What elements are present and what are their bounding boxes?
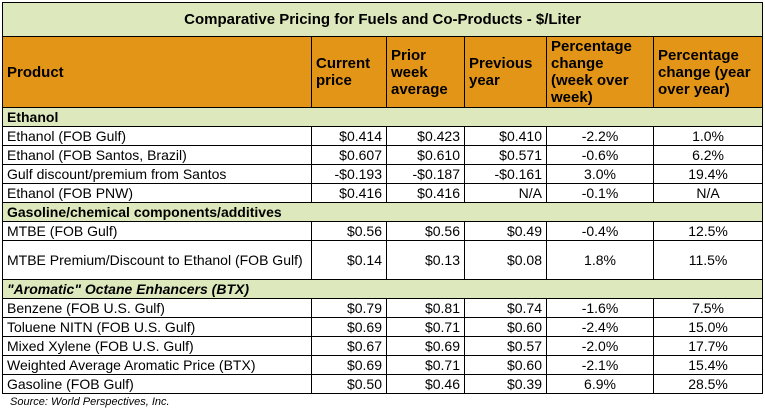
column-header: Prior week average (386, 36, 465, 108)
table-row: Gulf discount/premium from Santos -$0.193… (2, 164, 764, 184)
value-cell: -2.0% (546, 336, 654, 356)
value-cell: $0.56 (386, 221, 465, 241)
value-cell: $0.610 (386, 145, 465, 165)
title-row: Comparative Pricing for Fuels and Co-Pro… (1, 2, 764, 37)
product-cell: MTBE Premium/Discount to Ethanol (FOB Gu… (2, 240, 312, 280)
product-cell: Ethanol (FOB Gulf) (2, 126, 312, 146)
value-cell: N/A (464, 183, 547, 203)
value-cell: $0.79 (311, 298, 387, 318)
table-row: Benzene (FOB U.S. Gulf) $0.79 $0.81 $0.74 -1… (2, 298, 764, 318)
table-row: Toluene NITN (FOB U.S. Gulf) $0.69 $0.71 $0… (2, 317, 764, 337)
value-cell: 15.4% (652, 355, 764, 375)
value-cell: $0.416 (311, 183, 387, 203)
value-cell: $0.67 (311, 336, 387, 356)
source-note: Source: World Perspectives, Inc. (10, 396, 170, 408)
value-cell: 1.0% (652, 126, 764, 146)
product-cell: Toluene NITN (FOB U.S. Gulf) (2, 317, 312, 337)
product-cell: Gasoline (FOB Gulf) (2, 374, 312, 394)
section-title: "Aromatic" Octane Enhancers (BTX) (1, 279, 764, 299)
value-cell: $0.607 (311, 145, 387, 165)
table-row: Ethanol (FOB Santos, Brazil) $0.607 $0.610… (2, 145, 764, 165)
pricing-table-container: Comparative Pricing for Fuels and Co-Pro… (1, 2, 764, 408)
value-cell: $0.60 (464, 355, 547, 375)
product-cell: Gulf discount/premium from Santos (2, 164, 312, 184)
value-cell: $0.69 (386, 336, 465, 356)
value-cell: -$0.193 (311, 164, 387, 184)
value-cell: -$0.161 (464, 164, 547, 184)
value-cell: $0.60 (464, 317, 547, 337)
section-row: Ethanol (1, 107, 764, 127)
value-cell: 6.9% (546, 374, 654, 394)
column-header: Previous year (464, 36, 547, 108)
value-cell: -0.4% (546, 221, 654, 241)
column-header: Product (2, 36, 312, 108)
value-cell: -0.1% (546, 183, 654, 203)
value-cell: -1.6% (546, 298, 654, 318)
product-cell: Mixed Xylene (FOB U.S. Gulf) (2, 336, 312, 356)
value-cell: 1.8% (546, 240, 654, 280)
product-cell: MTBE (FOB Gulf) (2, 221, 312, 241)
value-cell: 7.5% (652, 298, 764, 318)
table-row: Ethanol (FOB PNW) $0.416 $0.416 N/A -0.1% N/A (2, 183, 764, 203)
value-cell: -2.4% (546, 317, 654, 337)
value-cell: $0.81 (386, 298, 465, 318)
value-cell: $0.56 (311, 221, 387, 241)
value-cell: $0.71 (386, 355, 465, 375)
table-title: Comparative Pricing for Fuels and Co-Pro… (1, 2, 764, 37)
value-cell: -2.1% (546, 355, 654, 375)
value-cell: $0.71 (386, 317, 465, 337)
column-header: Current price (311, 36, 387, 108)
value-cell: $0.410 (464, 126, 547, 146)
value-cell: 15.0% (652, 317, 764, 337)
value-cell: $0.69 (311, 317, 387, 337)
value-cell: 3.0% (546, 164, 654, 184)
value-cell: $0.423 (386, 126, 465, 146)
value-cell: 17.7% (652, 336, 764, 356)
value-cell: $0.416 (386, 183, 465, 203)
header-row: Product Current price Prior week average… (2, 36, 764, 108)
table-row: Gasoline (FOB Gulf) $0.50 $0.46 $0.39 6.9% 28… (2, 374, 764, 394)
column-header: Percentage change (week over week) (546, 36, 654, 108)
product-cell: Benzene (FOB U.S. Gulf) (2, 298, 312, 318)
value-cell: $0.571 (464, 145, 547, 165)
value-cell: $0.13 (386, 240, 465, 280)
section-row: "Aromatic" Octane Enhancers (BTX) (1, 279, 764, 299)
value-cell: $0.49 (464, 221, 547, 241)
value-cell: $0.69 (311, 355, 387, 375)
value-cell: N/A (652, 183, 764, 203)
table-row: MTBE Premium/Discount to Ethanol (FOB Gu… (2, 240, 764, 280)
value-cell: 28.5% (652, 374, 764, 394)
pricing-table: Comparative Pricing for Fuels and Co-Pro… (1, 2, 764, 394)
value-cell: $0.50 (311, 374, 387, 394)
product-cell: Ethanol (FOB PNW) (2, 183, 312, 203)
value-cell: $0.08 (464, 240, 547, 280)
table-row: Weighted Average Aromatic Price (BTX) $0.… (2, 355, 764, 375)
value-cell: 6.2% (652, 145, 764, 165)
value-cell: -$0.187 (386, 164, 465, 184)
value-cell: $0.46 (386, 374, 465, 394)
product-cell: Weighted Average Aromatic Price (BTX) (2, 355, 312, 375)
table-row: MTBE (FOB Gulf) $0.56 $0.56 $0.49 -0.4% 12.5% (2, 221, 764, 241)
value-cell: 11.5% (652, 240, 764, 280)
table-row: Mixed Xylene (FOB U.S. Gulf) $0.67 $0.69 $0… (2, 336, 764, 356)
value-cell: $0.14 (311, 240, 387, 280)
column-header: Percentage change (year over year) (652, 36, 764, 108)
value-cell: $0.414 (311, 126, 387, 146)
product-cell: Ethanol (FOB Santos, Brazil) (2, 145, 312, 165)
value-cell: -0.6% (546, 145, 654, 165)
value-cell: 12.5% (652, 221, 764, 241)
value-cell: -2.2% (546, 126, 654, 146)
section-title: Ethanol (1, 107, 764, 127)
value-cell: $0.39 (464, 374, 547, 394)
value-cell: $0.74 (464, 298, 547, 318)
table-row: Ethanol (FOB Gulf) $0.414 $0.423 $0.410 -2.2… (2, 126, 764, 146)
section-row: Gasoline/chemical components/additives (1, 202, 764, 222)
value-cell: $0.57 (464, 336, 547, 356)
value-cell: 19.4% (652, 164, 764, 184)
section-title: Gasoline/chemical components/additives (1, 202, 764, 222)
